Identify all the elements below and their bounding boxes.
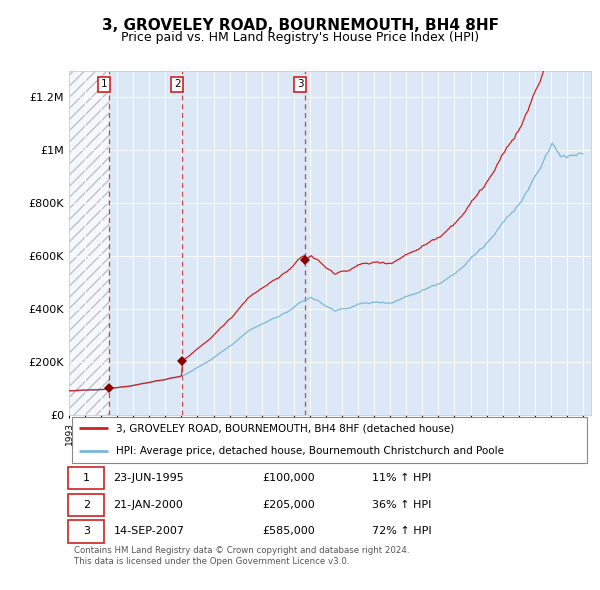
Text: 2: 2 bbox=[174, 80, 181, 90]
Text: 36% ↑ HPI: 36% ↑ HPI bbox=[372, 500, 431, 510]
Bar bbox=[69, 71, 109, 415]
Text: 2: 2 bbox=[83, 500, 90, 510]
Text: £100,000: £100,000 bbox=[262, 473, 315, 483]
FancyBboxPatch shape bbox=[68, 494, 104, 516]
Text: 14-SEP-2007: 14-SEP-2007 bbox=[113, 526, 184, 536]
Text: 3: 3 bbox=[83, 526, 90, 536]
FancyBboxPatch shape bbox=[68, 467, 104, 489]
Text: 3, GROVELEY ROAD, BOURNEMOUTH, BH4 8HF: 3, GROVELEY ROAD, BOURNEMOUTH, BH4 8HF bbox=[101, 18, 499, 32]
Text: 3: 3 bbox=[297, 80, 304, 90]
Text: 23-JUN-1995: 23-JUN-1995 bbox=[113, 473, 184, 483]
Text: 1: 1 bbox=[83, 473, 90, 483]
Text: Price paid vs. HM Land Registry's House Price Index (HPI): Price paid vs. HM Land Registry's House … bbox=[121, 31, 479, 44]
Text: 11% ↑ HPI: 11% ↑ HPI bbox=[372, 473, 431, 483]
Text: 1: 1 bbox=[101, 80, 107, 90]
Text: 3, GROVELEY ROAD, BOURNEMOUTH, BH4 8HF (detached house): 3, GROVELEY ROAD, BOURNEMOUTH, BH4 8HF (… bbox=[116, 423, 454, 433]
Text: £205,000: £205,000 bbox=[262, 500, 315, 510]
Text: £585,000: £585,000 bbox=[262, 526, 315, 536]
FancyBboxPatch shape bbox=[68, 520, 104, 543]
Text: 72% ↑ HPI: 72% ↑ HPI bbox=[372, 526, 431, 536]
Text: Contains HM Land Registry data © Crown copyright and database right 2024.
This d: Contains HM Land Registry data © Crown c… bbox=[74, 546, 410, 566]
FancyBboxPatch shape bbox=[71, 417, 587, 463]
Text: 21-JAN-2000: 21-JAN-2000 bbox=[113, 500, 183, 510]
Text: HPI: Average price, detached house, Bournemouth Christchurch and Poole: HPI: Average price, detached house, Bour… bbox=[116, 446, 504, 456]
